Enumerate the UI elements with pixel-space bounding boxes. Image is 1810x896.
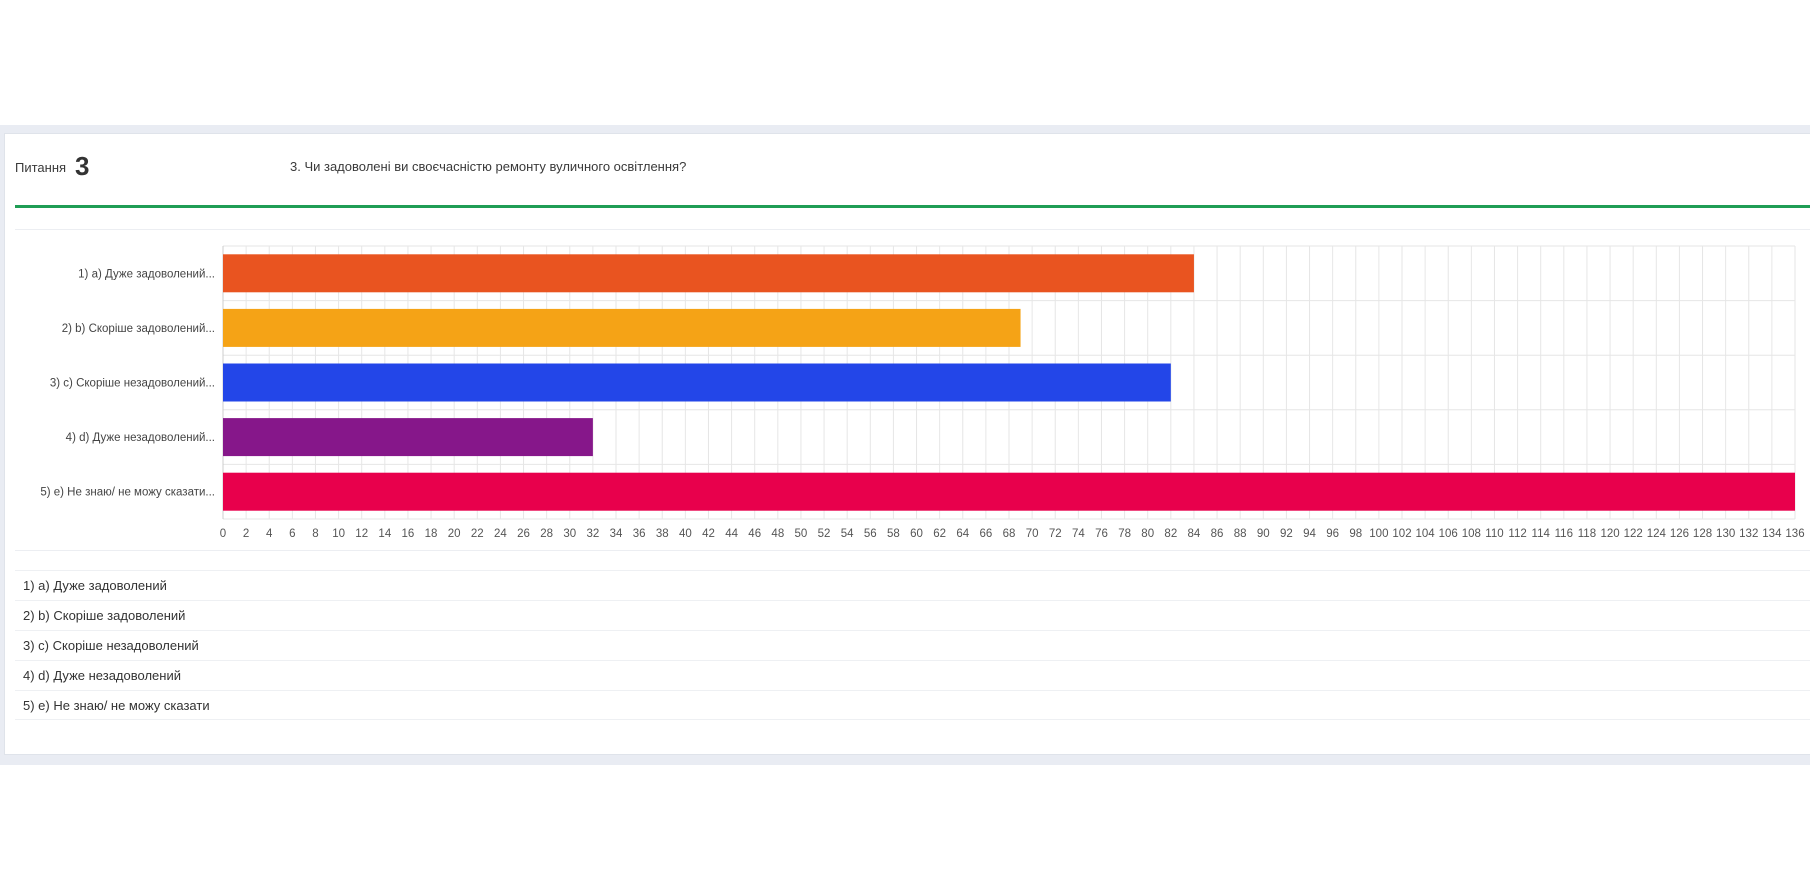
answer-list: 1) a) Дуже задоволений 2) b) Скоріше зад…: [15, 570, 1810, 720]
x-tick-label: 116: [1555, 528, 1573, 540]
x-tick-label: 44: [725, 528, 738, 540]
x-tick-label: 64: [956, 528, 969, 540]
x-tick-label: 66: [979, 528, 992, 540]
x-tick-label: 26: [517, 528, 530, 540]
x-tick-label: 110: [1485, 528, 1503, 540]
x-tick-label: 8: [312, 528, 318, 540]
answer-item: 3) c) Скоріше незадоволений: [15, 630, 1810, 660]
x-tick-label: 0: [220, 528, 226, 540]
x-tick-label: 102: [1392, 528, 1411, 540]
x-tick-label: 68: [1003, 528, 1016, 540]
bar: [223, 254, 1194, 293]
x-tick-label: 34: [610, 528, 623, 540]
x-tick-label: 50: [795, 528, 808, 540]
header-divider: [15, 205, 1810, 208]
x-tick-label: 86: [1211, 528, 1224, 540]
x-tick-label: 46: [748, 528, 761, 540]
x-tick-label: 2: [243, 528, 249, 540]
x-tick-label: 128: [1693, 528, 1712, 540]
x-tick-label: 22: [471, 528, 484, 540]
question-label: Питання: [15, 160, 67, 175]
x-tick-label: 74: [1072, 528, 1085, 540]
x-tick-label: 132: [1739, 528, 1758, 540]
x-tick-label: 16: [402, 528, 415, 540]
answer-item: 4) d) Дуже незадоволений: [15, 660, 1810, 690]
x-tick-label: 96: [1326, 528, 1339, 540]
x-tick-label: 10: [332, 528, 345, 540]
question-text: 3. Чи задоволені ви своєчасністю ремонту…: [290, 159, 687, 174]
x-tick-label: 56: [864, 528, 877, 540]
x-tick-label: 18: [425, 528, 438, 540]
x-tick-label: 58: [887, 528, 900, 540]
chart-top-divider: [15, 229, 1810, 230]
x-tick-label: 78: [1118, 528, 1131, 540]
x-tick-label: 72: [1049, 528, 1062, 540]
x-tick-label: 20: [448, 528, 461, 540]
x-tick-label: 134: [1762, 528, 1782, 540]
x-tick-label: 80: [1141, 528, 1154, 540]
x-tick-label: 14: [378, 528, 391, 540]
x-tick-label: 48: [771, 528, 784, 540]
x-tick-label: 126: [1670, 528, 1689, 540]
x-tick-label: 54: [841, 528, 854, 540]
x-tick-label: 6: [289, 528, 295, 540]
x-tick-label: 28: [540, 528, 553, 540]
x-tick-label: 92: [1280, 528, 1293, 540]
bar-chart: 0 2 4 6 8 10 12 14 16 18 20 22 24 26 28 30 32 34 36 38 40 42 4…: [40, 245, 1805, 540]
x-tick-label: 104: [1416, 528, 1436, 540]
x-tick-label: 84: [1188, 528, 1201, 540]
x-tick-label: 82: [1164, 528, 1177, 540]
x-tick-label: 94: [1303, 528, 1316, 540]
x-tick-label: 70: [1026, 528, 1039, 540]
x-tick-label: 40: [679, 528, 692, 540]
answer-item: 1) a) Дуже задоволений: [15, 570, 1810, 600]
y-category-label: 5) e) Не знаю/ не можу сказати...: [40, 487, 215, 499]
x-tick-label: 52: [818, 528, 831, 540]
x-tick-label: 4: [266, 528, 273, 540]
bar: [223, 308, 1021, 347]
x-tick-label: 98: [1349, 528, 1362, 540]
y-category-label: 1) a) Дуже задоволений...: [78, 268, 215, 280]
answer-item: 5) e) Не знаю/ не можу сказати: [15, 690, 1810, 720]
bar: [223, 472, 1795, 511]
x-tick-label: 32: [586, 528, 599, 540]
x-tick-label: 100: [1369, 528, 1388, 540]
question-number: 3: [75, 151, 90, 181]
x-tick-label: 106: [1439, 528, 1458, 540]
x-tick-label: 62: [933, 528, 946, 540]
answer-item: 2) b) Скоріше задоволений: [15, 600, 1810, 630]
x-tick-label: 36: [633, 528, 646, 540]
y-category-label: 3) c) Скоріше незадоволений...: [50, 378, 215, 390]
x-tick-label: 120: [1600, 528, 1619, 540]
bar: [223, 418, 593, 457]
x-tick-label: 124: [1647, 528, 1667, 540]
x-tick-label: 24: [494, 528, 507, 540]
x-tick-label: 108: [1462, 528, 1481, 540]
y-category-label: 4) d) Дуже незадоволений...: [66, 432, 215, 444]
x-tick-label: 130: [1716, 528, 1735, 540]
x-tick-label: 118: [1578, 528, 1596, 540]
x-tick-label: 114: [1532, 528, 1551, 540]
bar: [223, 363, 1171, 402]
x-tick-label: 112: [1508, 528, 1526, 540]
x-tick-label: 136: [1785, 528, 1804, 540]
question-card: Питання 3 3. Чи задоволені ви своєчасніс…: [4, 133, 1810, 755]
x-tick-label: 60: [910, 528, 923, 540]
x-tick-label: 38: [656, 528, 669, 540]
x-tick-label: 122: [1624, 528, 1643, 540]
x-tick-label: 12: [355, 528, 368, 540]
x-tick-label: 90: [1257, 528, 1270, 540]
chart-bottom-divider: [15, 550, 1810, 551]
x-tick-label: 42: [702, 528, 715, 540]
y-category-label: 2) b) Скоріше задоволений...: [62, 323, 215, 335]
x-tick-label: 88: [1234, 528, 1247, 540]
x-tick-label: 30: [563, 528, 576, 540]
x-tick-label: 76: [1095, 528, 1108, 540]
